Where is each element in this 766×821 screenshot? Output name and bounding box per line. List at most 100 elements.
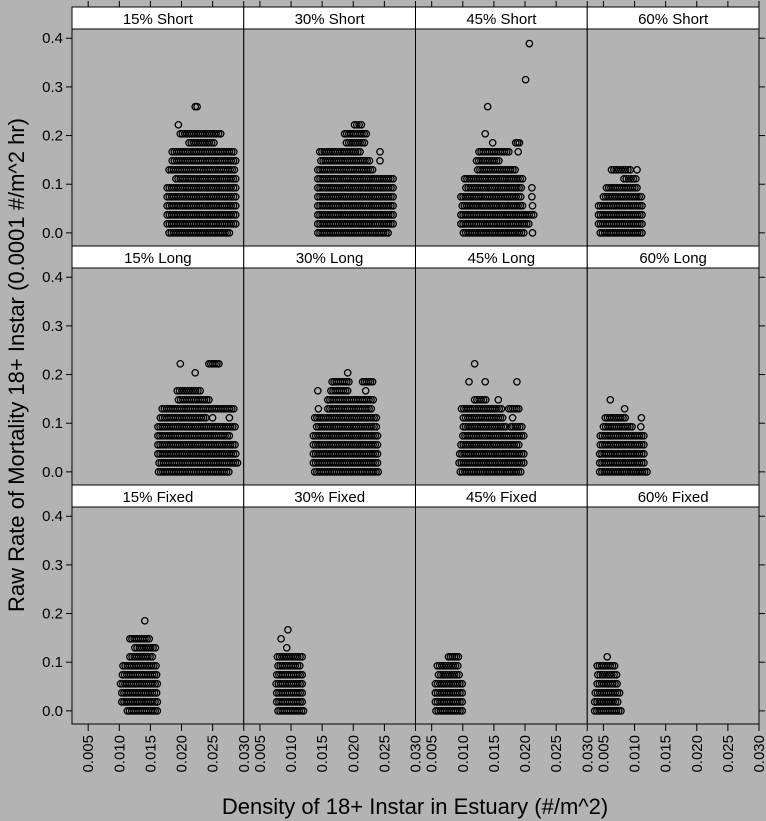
- data-point: [151, 679, 159, 688]
- data-point: [528, 201, 537, 210]
- data-point: [366, 165, 375, 174]
- data-point: [493, 404, 501, 413]
- x-axis-label: Density of 18+ Instar in Estuary (#/m^2): [222, 794, 608, 819]
- data-point: [514, 404, 523, 413]
- data-point: [373, 450, 382, 458]
- data-point: [633, 165, 641, 174]
- data-point: [453, 707, 462, 715]
- data-point: [389, 174, 397, 183]
- x-tick-label: 0.005: [424, 735, 441, 773]
- data-point: [514, 468, 523, 476]
- strip-label: 45% Fixed: [466, 489, 537, 506]
- data-point: [633, 192, 641, 201]
- data-point: [612, 670, 621, 679]
- panel-area: [71, 28, 245, 247]
- data-point: [145, 634, 154, 643]
- data-point: [384, 201, 393, 210]
- data-point: [481, 129, 490, 138]
- data-point: [221, 431, 229, 440]
- data-point: [143, 634, 151, 643]
- data-point: [296, 652, 304, 661]
- data-point: [515, 431, 524, 440]
- data-point: [635, 450, 644, 458]
- x-tick-label: 0.025: [205, 735, 222, 773]
- data-point: [506, 165, 515, 174]
- data-point: [517, 459, 526, 467]
- data-point: [495, 404, 504, 413]
- data-point: [608, 679, 617, 688]
- y-tick-label: 0.0: [42, 703, 63, 720]
- data-point: [389, 201, 397, 210]
- data-point: [516, 192, 525, 201]
- data-point: [389, 220, 397, 228]
- panel-area: [586, 506, 760, 725]
- data-point: [151, 707, 159, 715]
- data-point: [455, 670, 463, 679]
- data-point: [637, 459, 646, 467]
- data-point: [515, 138, 524, 147]
- data-point: [495, 156, 503, 165]
- data-point: [611, 689, 620, 697]
- y-tick-label: 0.2: [42, 606, 63, 623]
- data-point: [514, 174, 522, 183]
- x-tick-label: 0.015: [486, 735, 503, 773]
- data-point: [231, 440, 239, 449]
- data-point: [456, 707, 464, 715]
- data-point: [479, 395, 488, 404]
- data-point: [282, 643, 291, 652]
- data-point: [361, 156, 369, 165]
- data-point: [358, 129, 366, 138]
- data-point: [227, 404, 236, 413]
- data-point: [458, 679, 467, 688]
- panel-area: [243, 28, 416, 247]
- data-point: [369, 450, 377, 458]
- y-tick-label: 0.1: [42, 176, 63, 193]
- data-point: [228, 165, 237, 174]
- data-point: [449, 661, 458, 670]
- data-point: [230, 165, 239, 174]
- x-tick-label: 0.025: [548, 735, 565, 773]
- data-point: [638, 468, 647, 476]
- data-point: [362, 129, 371, 138]
- data-point: [298, 698, 307, 706]
- panel-area: [243, 506, 416, 725]
- panels: 15% Short 30% Short 45% Short 60% Short 15% …: [71, 6, 760, 725]
- data-point: [148, 689, 157, 697]
- data-point: [298, 679, 307, 688]
- data-point: [231, 422, 239, 431]
- panel-area: [415, 28, 588, 247]
- data-point: [202, 395, 211, 404]
- data-point: [389, 211, 397, 219]
- data-point: [384, 183, 393, 192]
- data-point: [516, 174, 525, 183]
- data-point: [370, 413, 378, 422]
- data-point: [621, 413, 630, 422]
- data-point: [456, 679, 464, 688]
- data-point: [229, 220, 238, 228]
- x-tick-label: 0.030: [408, 735, 425, 773]
- data-point: [196, 386, 205, 395]
- panel-60-short: 60% Short: [586, 6, 760, 247]
- data-point: [227, 211, 236, 219]
- strip-label: 30% Fixed: [294, 489, 365, 506]
- y-tick-label: 0.3: [42, 318, 63, 335]
- data-point: [492, 156, 501, 165]
- data-point: [176, 359, 185, 368]
- panel-30-short: 30% Short: [243, 6, 416, 247]
- data-point: [229, 201, 238, 210]
- x-tick-label: 0.020: [345, 735, 362, 773]
- data-point: [355, 120, 363, 129]
- data-point: [382, 229, 390, 237]
- data-point: [298, 689, 307, 697]
- data-point: [231, 459, 240, 467]
- x-tick-label: 0.010: [627, 735, 644, 773]
- data-point: [376, 156, 384, 165]
- data-point: [640, 468, 649, 476]
- data-point: [194, 386, 202, 395]
- data-point: [193, 102, 201, 111]
- data-point: [454, 652, 463, 661]
- data-point: [637, 440, 646, 449]
- data-point: [356, 147, 364, 156]
- panel-30-fixed: 30% Fixed: [243, 484, 416, 725]
- data-point: [149, 661, 158, 670]
